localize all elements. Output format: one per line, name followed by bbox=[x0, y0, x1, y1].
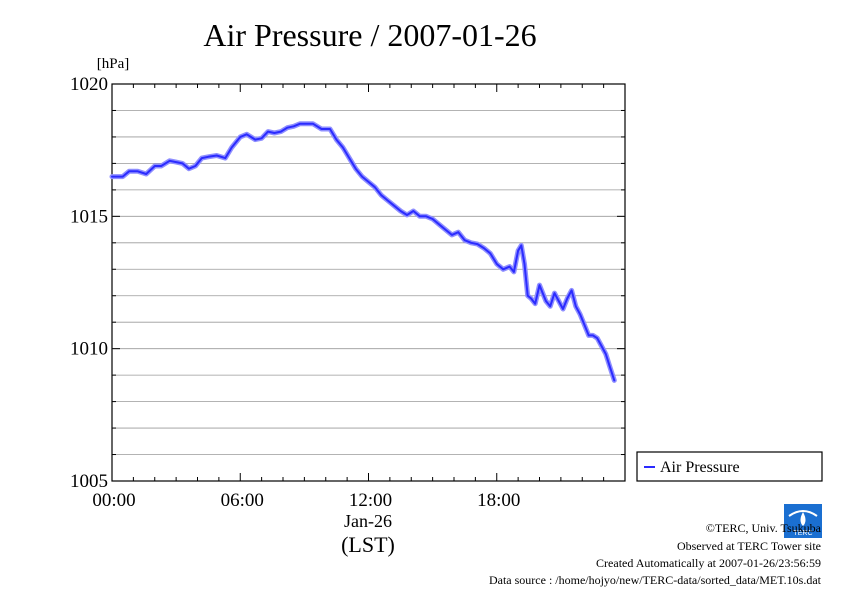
credit-created: Created Automatically at 2007-01-26/23:5… bbox=[596, 556, 821, 570]
series-air-pressure bbox=[109, 121, 617, 383]
legend: Air Pressure bbox=[636, 451, 823, 482]
logo-drop-icon bbox=[800, 512, 806, 526]
y-tick-label: 1020 bbox=[70, 74, 108, 95]
x-tick-label: 18:00 bbox=[477, 490, 520, 511]
x-axis-label: (LST) bbox=[341, 532, 395, 557]
logo-wave-icon bbox=[788, 510, 818, 517]
plot-area bbox=[111, 83, 626, 482]
y-axis: 1005 1010 1015 1020 bbox=[70, 74, 625, 492]
series-line bbox=[111, 122, 616, 382]
y-tick-label: 1015 bbox=[70, 206, 108, 227]
credit-data-source: Data source : /home/hojyo/new/TERC-data/… bbox=[489, 573, 822, 587]
legend-box bbox=[636, 451, 823, 482]
y-tick-label: 1005 bbox=[70, 471, 108, 492]
y-tick-label: 1010 bbox=[70, 339, 108, 360]
terc-logo: TERC bbox=[784, 504, 822, 538]
chart-title: Air Pressure / 2007-01-26 bbox=[203, 17, 536, 53]
credit-observed: Observed at TERC Tower site bbox=[677, 539, 821, 553]
x-tick-label: 12:00 bbox=[349, 490, 392, 511]
credit-copyright: ©TERC, Univ. Tsukuba bbox=[706, 521, 822, 535]
logo-text: TERC bbox=[793, 530, 812, 537]
x-tick-label: 00:00 bbox=[92, 490, 135, 511]
y-axis-unit: [hPa] bbox=[97, 56, 130, 72]
legend-label: Air Pressure bbox=[660, 459, 740, 476]
x-tick-label: 06:00 bbox=[221, 490, 264, 511]
x-axis: 00:00 06:00 12:00 18:00 bbox=[92, 84, 626, 511]
x-axis-date-label: Jan-26 bbox=[344, 511, 392, 531]
